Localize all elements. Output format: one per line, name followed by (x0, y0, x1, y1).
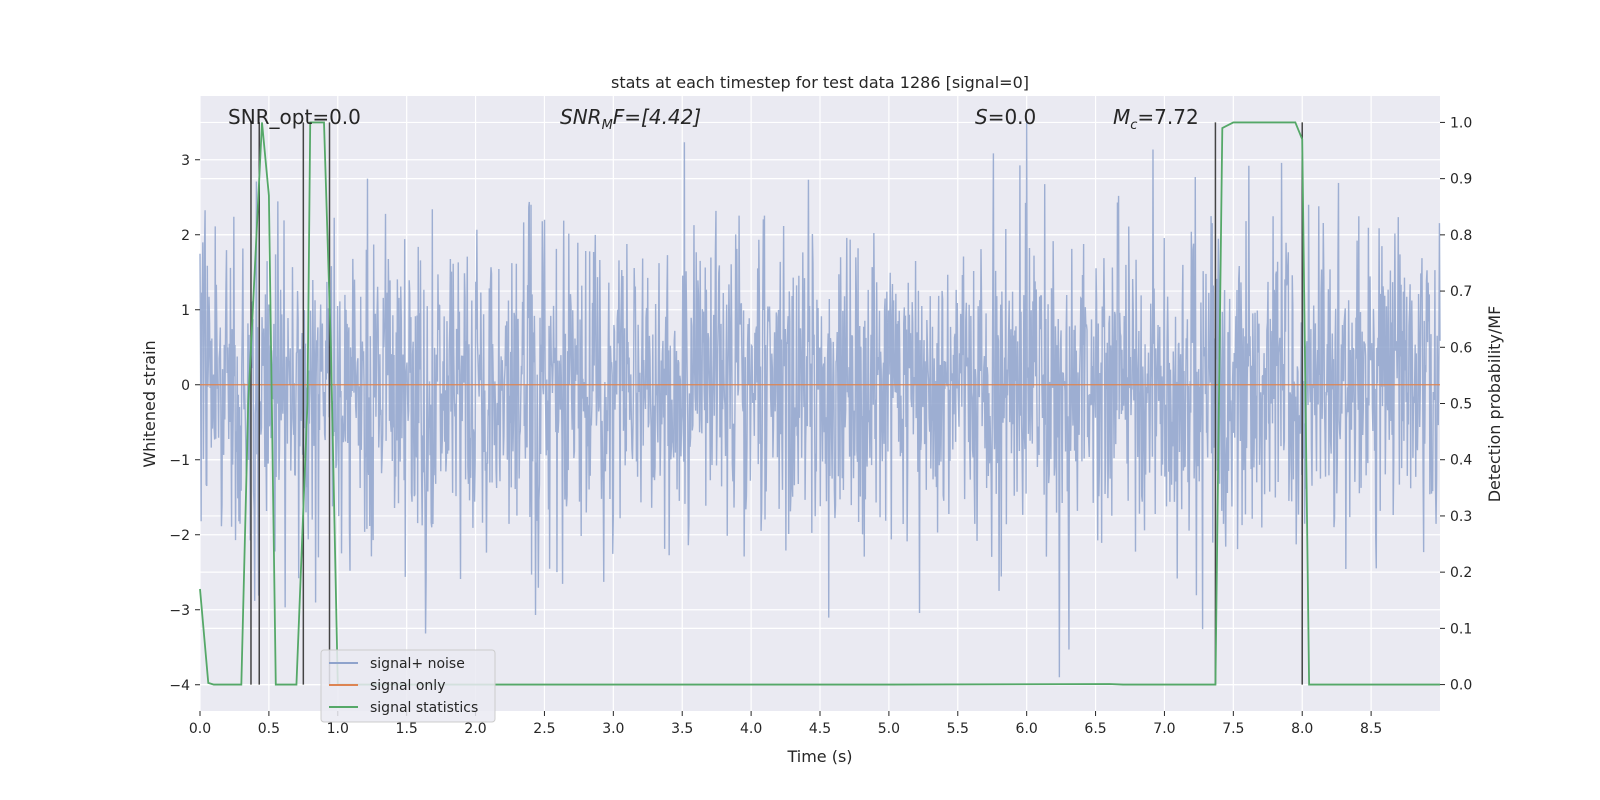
mc-annotation: Mc=7.72 (1113, 105, 1199, 133)
x-tick-label: 8.5 (1360, 721, 1382, 737)
y-axis-label: Whitened strain (140, 340, 159, 467)
y-right-tick-label: 0.9 (1450, 172, 1472, 188)
vertical-markers (250, 122, 1303, 685)
x-axis-ticks: 0.0 0.5 1.0 1.5 2.0 2.5 3.0 3.5 4.0 4.5 5.0 5.5 6.0 6… (189, 711, 1382, 737)
legend: signal+ noise signal only signal statist… (320, 649, 496, 723)
y-right-tick-label: 0.0 (1450, 678, 1472, 694)
x-tick-label: 2.0 (464, 721, 486, 737)
y-tick-label: 1 (181, 303, 190, 319)
x-tick-label: 4.0 (740, 721, 762, 737)
y-tick-label: 2 (181, 228, 190, 244)
legend-label-noise: signal+ noise (370, 656, 465, 672)
noise-series (199, 122, 1441, 678)
y-right-tick-label: 0.8 (1450, 228, 1472, 244)
signal-noise-line (199, 122, 1441, 678)
y-right-tick-label: 0.3 (1450, 509, 1472, 525)
x-tick-label: 0.0 (189, 721, 211, 737)
legend-label-signal-statistics: signal statistics (370, 700, 478, 716)
y-right-axis-ticks: 1.0 0.9 0.8 0.7 0.6 0.5 0.4 0.3 0.2 0.1 0.0 (1440, 115, 1472, 694)
x-axis-label: Time (s) (786, 747, 852, 766)
x-tick-label: 1.0 (327, 721, 349, 737)
x-tick-label: 6.0 (1016, 721, 1038, 737)
x-tick-label: 6.5 (1084, 721, 1106, 737)
legend-label-signal-only: signal only (370, 678, 445, 694)
chart-title: stats at each timestep for test data 128… (611, 73, 1029, 92)
y-right-tick-label: 0.5 (1450, 397, 1472, 413)
x-tick-label: 4.5 (809, 721, 831, 737)
y-right-tick-label: 0.1 (1450, 621, 1472, 637)
x-tick-label: 2.5 (533, 721, 555, 737)
y-tick-label: −2 (169, 528, 190, 544)
y-right-tick-label: 0.6 (1450, 340, 1472, 356)
x-tick-label: 8.0 (1291, 721, 1313, 737)
y-tick-label: 3 (181, 153, 190, 169)
legend-box (320, 649, 496, 723)
x-tick-label: 5.0 (878, 721, 900, 737)
x-tick-label: 3.0 (602, 721, 624, 737)
y-axis-ticks: 3 2 1 0 −1 −2 −3 −4 (169, 153, 200, 694)
x-tick-label: 7.5 (1222, 721, 1244, 737)
y-tick-label: −4 (169, 678, 190, 694)
snr-mf-annotation: SNRMF=[4.42] (560, 105, 701, 133)
y-tick-label: −3 (169, 603, 190, 619)
y-tick-label: 0 (181, 378, 190, 394)
s-annotation: S=0.0 (975, 105, 1036, 129)
y-right-tick-label: 0.7 (1450, 284, 1472, 300)
y-right-tick-label: 1.0 (1450, 115, 1472, 131)
x-tick-label: 0.5 (258, 721, 280, 737)
x-tick-label: 1.5 (396, 721, 418, 737)
x-tick-label: 5.5 (947, 721, 969, 737)
x-tick-label: 7.0 (1153, 721, 1175, 737)
y-tick-label: −1 (169, 453, 190, 469)
x-tick-label: 3.5 (671, 721, 693, 737)
y-right-axis-label: Detection probability/MF (1485, 306, 1504, 503)
y-right-tick-label: 0.2 (1450, 565, 1472, 581)
snr-opt-annotation: SNR_opt=0.0 (228, 105, 361, 129)
y-right-tick-label: 0.4 (1450, 453, 1472, 469)
